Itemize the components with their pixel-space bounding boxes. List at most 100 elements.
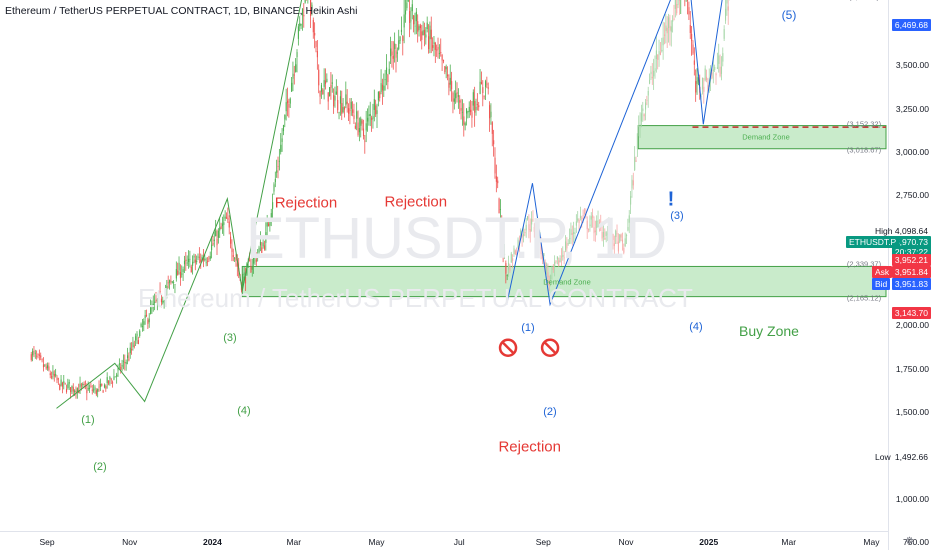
- candle-body: [262, 242, 264, 247]
- candle-body: [341, 103, 343, 114]
- candle-body: [714, 66, 716, 70]
- candle-body: [516, 253, 518, 255]
- candle-body: [33, 351, 35, 353]
- time-axis[interactable]: Sep Nov 2024 Mar May Jul Sep Nov 2025 Mar May: [0, 531, 888, 551]
- candle-body: [544, 262, 546, 273]
- candle-body: [357, 122, 359, 135]
- candle-body: [198, 256, 200, 258]
- candle-body: [430, 29, 432, 40]
- candle-body: [426, 22, 428, 29]
- candle-body: [197, 256, 199, 258]
- candle-body: [34, 352, 36, 354]
- candle-body: [531, 218, 533, 225]
- candle-body: [676, 4, 678, 14]
- candle-body: [353, 115, 355, 120]
- price-tag-label: Ask: [872, 266, 893, 278]
- candle-body: [647, 90, 649, 96]
- candle-body: [343, 107, 346, 110]
- candle-body: [583, 212, 586, 214]
- candle-body: [220, 226, 222, 229]
- candle-body: [249, 260, 251, 262]
- candle-body: [395, 50, 397, 58]
- candle-body: [348, 108, 350, 114]
- time-tick-label: Mar: [781, 537, 797, 547]
- candle-body: [263, 245, 266, 250]
- candle-body: [301, 8, 304, 16]
- candle-body: [274, 178, 276, 183]
- candle-body: [182, 269, 184, 273]
- time-tick-label: Sep: [39, 537, 55, 547]
- time-tick-label: Jul: [453, 537, 465, 547]
- candle-body: [533, 226, 535, 232]
- candle-body: [600, 225, 602, 226]
- candle-body: [324, 80, 327, 84]
- candle-body: [227, 218, 229, 220]
- price-badge: 3,951.83: [891, 278, 931, 290]
- candle-body: [326, 78, 328, 83]
- candle-body: [434, 42, 436, 50]
- candle-body: [502, 245, 504, 252]
- candle-body: [362, 128, 365, 136]
- candle-body: [670, 26, 672, 32]
- candle-body: [689, 25, 691, 34]
- candle-body: [86, 390, 88, 394]
- candle-body: [257, 253, 259, 256]
- candle-body: [632, 180, 634, 186]
- candle-body: [719, 66, 721, 76]
- candle-body: [560, 256, 563, 258]
- candle-body: [720, 66, 723, 74]
- candle-body: [38, 354, 40, 356]
- candle-body: [30, 354, 32, 360]
- candle-body: [476, 104, 478, 105]
- candle-body: [278, 160, 280, 162]
- candle-body: [571, 233, 573, 235]
- candle-body: [619, 234, 621, 242]
- candle-body: [350, 101, 352, 109]
- candle-body: [575, 221, 577, 226]
- candle-body: [380, 83, 382, 92]
- candle-body: [697, 80, 699, 82]
- price-axis[interactable]: 750.001,000.001,250.001,500.001,750.002,…: [888, 0, 932, 550]
- candle-body: [345, 94, 347, 105]
- time-tick-label: 2024: [202, 537, 222, 547]
- candle-body: [170, 280, 172, 282]
- candle-body: [497, 180, 499, 184]
- candle-body: [449, 77, 451, 85]
- settings-gear-icon[interactable]: ⚙: [905, 536, 914, 547]
- candle-body: [658, 50, 660, 55]
- candle-body: [37, 354, 39, 356]
- candle-body: [224, 216, 226, 219]
- candle-body: [323, 80, 325, 87]
- candle-body: [451, 81, 453, 90]
- candle-body: [643, 114, 645, 117]
- candle-body: [391, 51, 393, 55]
- price-tick-label: 3,000.00: [895, 146, 929, 157]
- candle-body: [596, 220, 598, 228]
- candle-body: [484, 81, 487, 87]
- time-tick-label: Sep: [535, 537, 551, 547]
- candle-body: [482, 87, 484, 93]
- candle-body: [436, 49, 438, 51]
- candle-body: [470, 109, 472, 113]
- candle-body: [609, 234, 611, 241]
- price-tick-label: 3,500.00: [895, 60, 929, 71]
- candle-body: [406, 2, 408, 9]
- candle-body: [597, 220, 599, 222]
- candle-body: [692, 44, 694, 54]
- price-badge: 3,952.21: [891, 254, 931, 266]
- candle-body: [125, 362, 127, 364]
- candle-body: [514, 250, 516, 254]
- candle-body: [447, 74, 449, 77]
- candle-body: [438, 53, 440, 54]
- candle-body: [255, 259, 257, 262]
- candle-body: [189, 258, 191, 260]
- candle-body: [672, 20, 674, 22]
- candle-body: [211, 244, 213, 251]
- candle-body: [437, 46, 439, 50]
- candle-body: [563, 257, 565, 259]
- candle-body: [669, 25, 671, 31]
- candle-body: [457, 95, 459, 97]
- candle-body: [221, 223, 224, 227]
- candle-body: [394, 43, 396, 50]
